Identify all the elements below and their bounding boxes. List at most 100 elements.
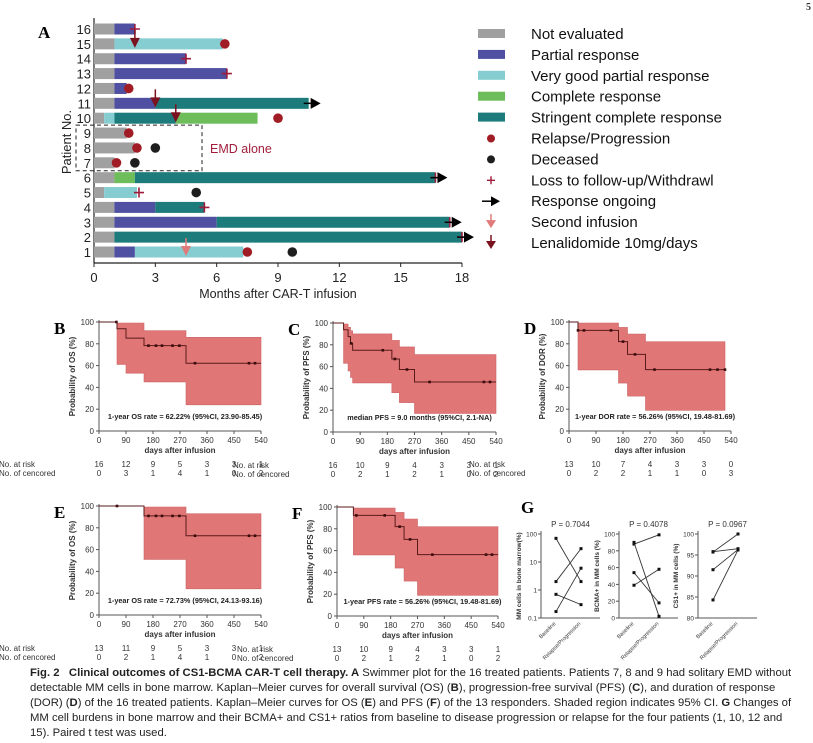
caption-text: ) of the 16 treated patients. Kaplan–Mei… [77,697,365,709]
y-tick-label: 100 [81,318,95,327]
relapse-marker [242,247,253,257]
x-tick-label: 450 [227,620,241,629]
response-ongoing-arrow-icon [464,231,474,243]
risk-at-risk-value: 3 [439,461,444,470]
risk-censored-value: 4 [178,469,183,478]
relapse-point [579,603,583,607]
page-number: 5 [806,2,811,13]
risk-at-risk-value: 4 [648,460,653,469]
risk-censored-value: 2 [259,469,264,478]
x-tick-label: 0 [97,436,102,445]
censor-mark [154,514,158,518]
censor-mark [484,553,488,556]
x-tick-label: 90 [359,621,368,630]
bar-segment-not-evaluated [94,112,105,124]
patient-label: 2 [84,230,91,245]
y-tick-label: 80 [319,341,328,350]
x-tick-label: 12 [332,270,346,285]
baseline-point [554,536,558,540]
bar-segment-partial-response [114,97,156,109]
risk-censored-value: 2 [496,654,501,663]
response-ongoing-arrow-icon [451,216,462,228]
paired-line [555,567,582,612]
risk-censored-value: 0 [232,469,237,478]
legend-complete-response-swatch [478,91,505,101]
relapse-point [736,532,740,536]
x-axis-title: days after infusion [144,446,215,455]
x-tick-label: 450 [462,437,476,446]
risk-censored-value: 4 [178,653,183,662]
x-category-label: Baseline [538,621,557,640]
y-tick-label: 20 [319,406,328,415]
loss-to-follow-up-marker [221,68,232,79]
risk-censored-value: 1 [388,654,393,663]
x-tick-label: 90 [592,436,601,445]
censor-mark [253,534,257,538]
censor-mark [716,368,719,371]
risk-at-risk-value: 10 [592,460,601,469]
censor-mark [653,368,656,371]
censor-mark [147,344,150,347]
x-tick-label: 450 [464,621,478,630]
patient-label: 11 [78,96,92,111]
risk-at-risk-value: 9 [151,644,156,653]
relapse-marker [123,83,134,94]
y-tick-label: 80 [323,525,332,534]
ci-band [569,321,726,411]
caption-panel-ref-d: D [69,697,78,709]
baseline-point [711,550,715,554]
paired-line [712,549,739,601]
p-value-label: P = 0.4078 [629,520,668,529]
risk-censored-value: 2 [494,470,499,479]
censor-mark [247,534,251,538]
patient-label: 8 [84,141,91,156]
paired-line [633,568,660,586]
risk-censored-value: 0 [97,653,102,662]
risk-censored-value: 0 [467,470,472,479]
legend-second-infusion-arrow-icon [486,220,496,229]
censor-mark [253,361,257,365]
y-axis-title: Probability of PFS (%) [306,519,315,603]
caption-fig-label: Fig. 2 [30,667,60,679]
y-tick-label: 100 [319,503,333,512]
censor-mark [154,344,158,347]
x-axis-title: days after infusion [144,630,215,639]
emd-annotation: EMD alone [210,142,272,156]
y-tick-label: 20 [555,405,564,414]
risk-table-label-censored: No. of cencored [0,469,55,478]
bar-segment-not-evaluated [94,201,115,213]
bar-segment-stringent-complete-response [216,216,450,228]
km-annotation: 1-year OS rate = 72.73% (95%CI, 24.13-93… [108,596,263,605]
loss-to-follow-up-marker [181,53,191,64]
y-tick-label: 20 [323,590,332,599]
y-tick-label: 100 [683,532,694,539]
bar-segment-stringent-complete-response [155,201,205,213]
patient-label: 10 [77,111,91,126]
x-tick-label: 0 [97,620,102,629]
relapse-marker [132,143,142,153]
censor-mark [405,368,409,371]
censor-mark [160,344,164,347]
y-tick-label: 20 [85,405,94,414]
censor-mark [178,514,181,518]
y-tick-label: 60 [555,362,564,371]
censor-mark [408,538,412,541]
legend-response-ongoing-label: Response ongoing [531,193,656,210]
x-tick-label: 270 [173,436,187,445]
legend-relapse-progression-icon [487,134,495,143]
legend-not-evaluated-swatch [478,29,505,38]
y-tick-label: 1 [533,588,537,595]
risk-table-label-censored: No. of cencored [469,469,525,478]
legend-stringent-complete-response-swatch [478,112,505,122]
baseline-point [632,571,636,575]
censor-mark [621,340,625,343]
censor-mark [178,344,181,347]
censor-mark [490,553,494,556]
risk-censored-value: 1 [151,469,156,478]
risk-table-label-at-risk: No. at risk [469,460,506,469]
deceased-marker [130,158,140,168]
legend-second-infusion-label: Second infusion [531,214,638,231]
caption-panel-ref-g: G [721,697,731,709]
risk-table-label-at-risk: No. at risk [0,644,36,653]
